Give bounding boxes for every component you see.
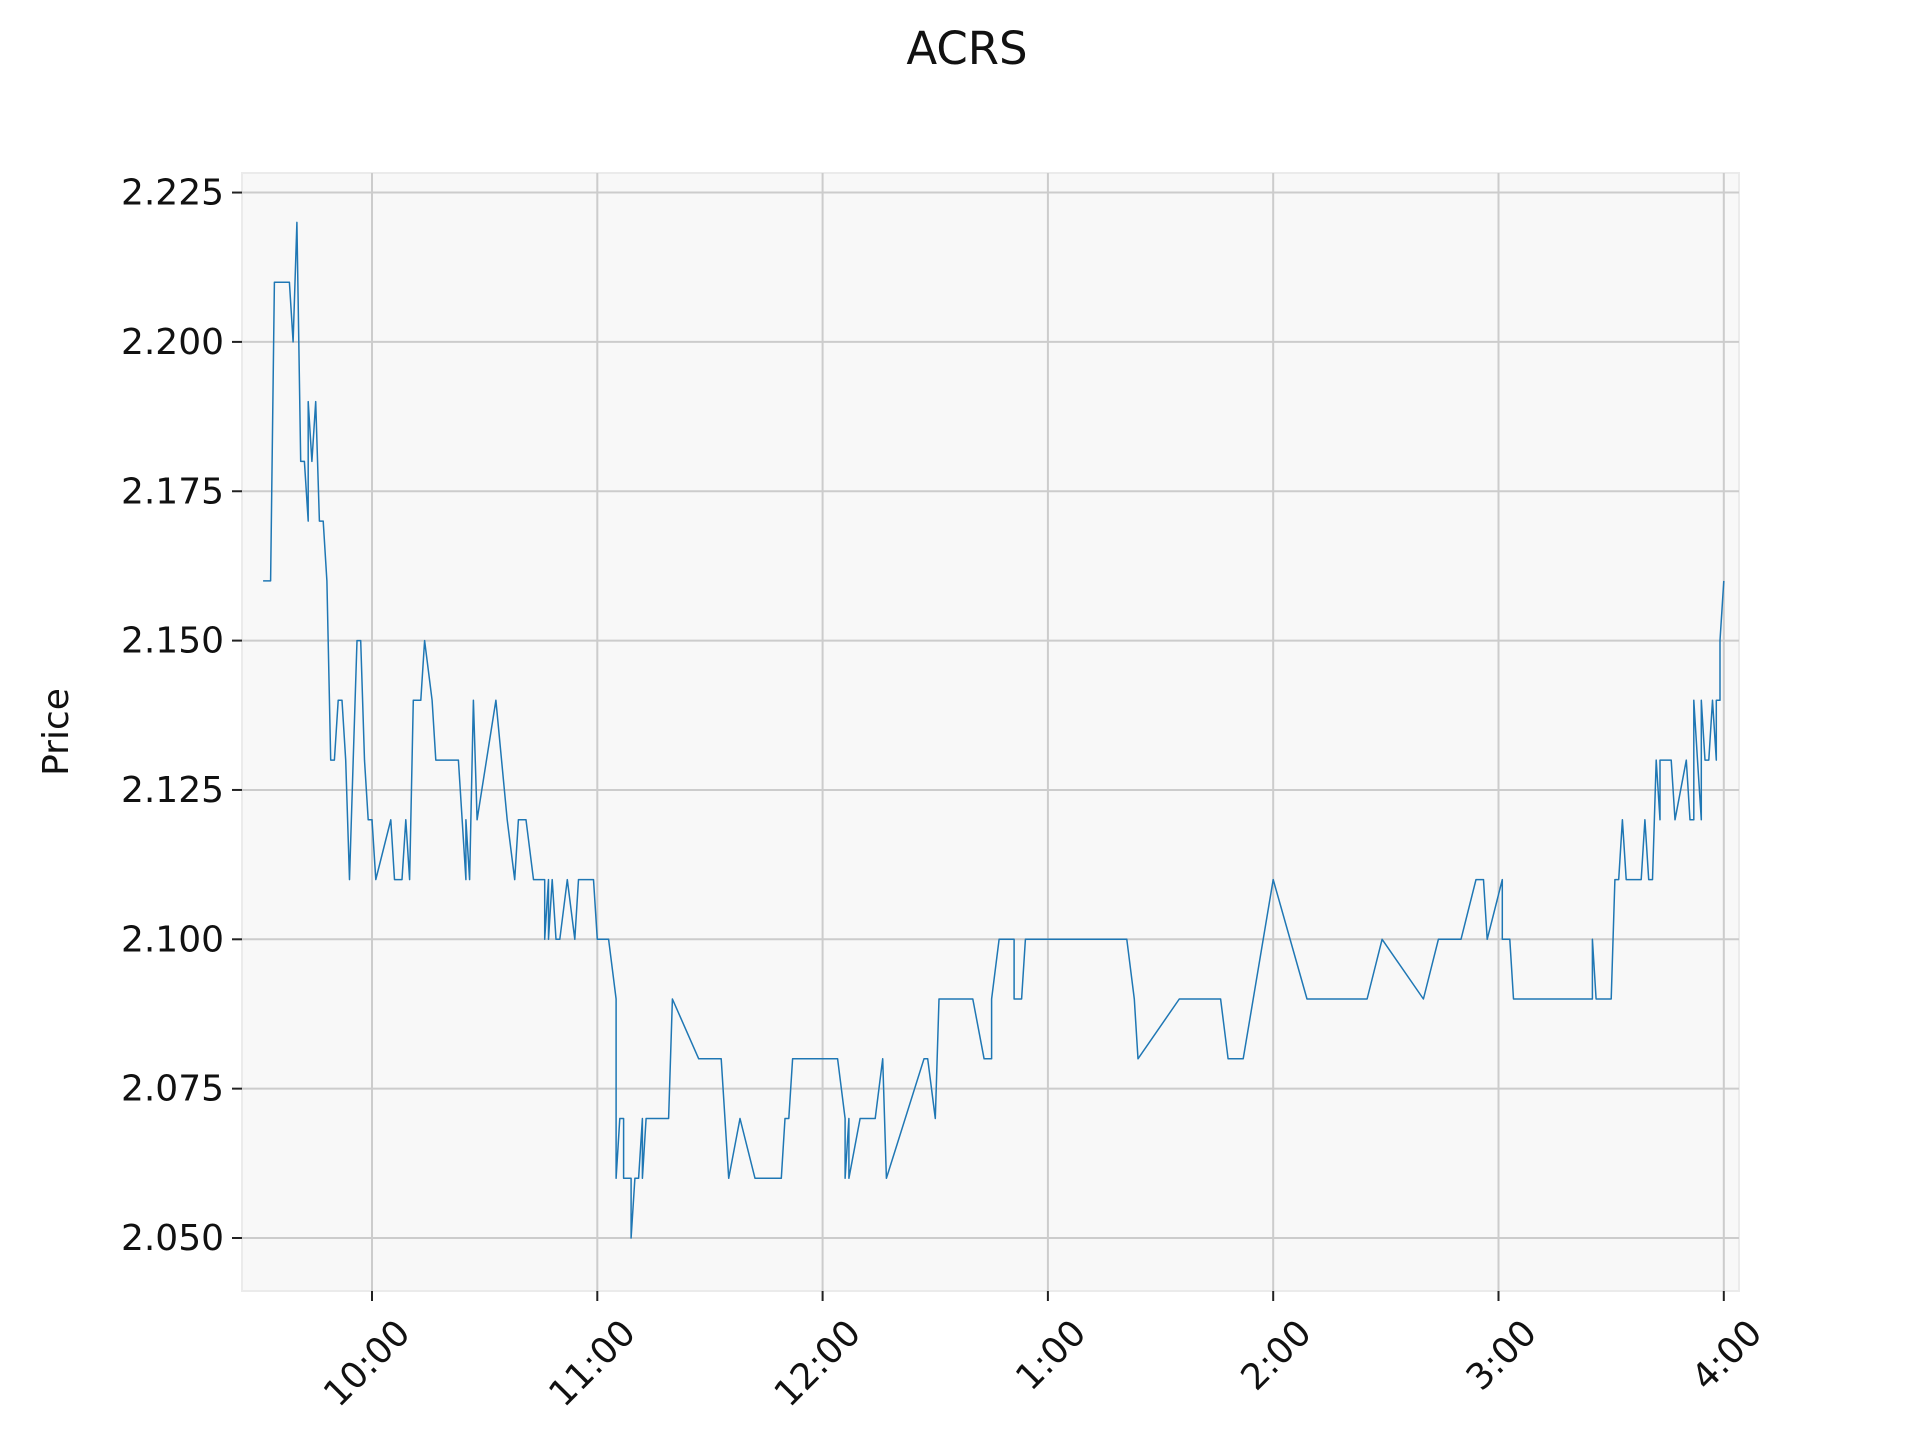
chart-title: ACRS (906, 22, 1027, 75)
y-tick-label: 2.200 (121, 322, 224, 363)
y-tick-label: 2.125 (121, 770, 224, 811)
x-tick-label: 2:00 (1234, 1312, 1320, 1398)
y-tick-label: 2.150 (121, 621, 224, 662)
x-tick-label: 11:00 (541, 1312, 643, 1414)
y-tick-label: 2.050 (121, 1218, 224, 1259)
y-tick-label: 2.225 (121, 173, 224, 214)
plot-area (241, 172, 1740, 1292)
x-tick-label: 10:00 (316, 1312, 418, 1414)
y-tick-label: 2.175 (121, 471, 224, 512)
x-tick-label: 12:00 (767, 1312, 869, 1414)
y-axis-label: Price (36, 688, 77, 776)
x-tick-label: 4:00 (1684, 1312, 1770, 1398)
grid-lines (242, 173, 1739, 1291)
price-series-line (263, 221, 1725, 1239)
y-tick-label: 2.075 (121, 1069, 224, 1110)
x-tick-label: 3:00 (1459, 1312, 1545, 1398)
x-tick-label: 1:00 (1008, 1312, 1094, 1398)
y-tick-label: 2.100 (121, 919, 224, 960)
